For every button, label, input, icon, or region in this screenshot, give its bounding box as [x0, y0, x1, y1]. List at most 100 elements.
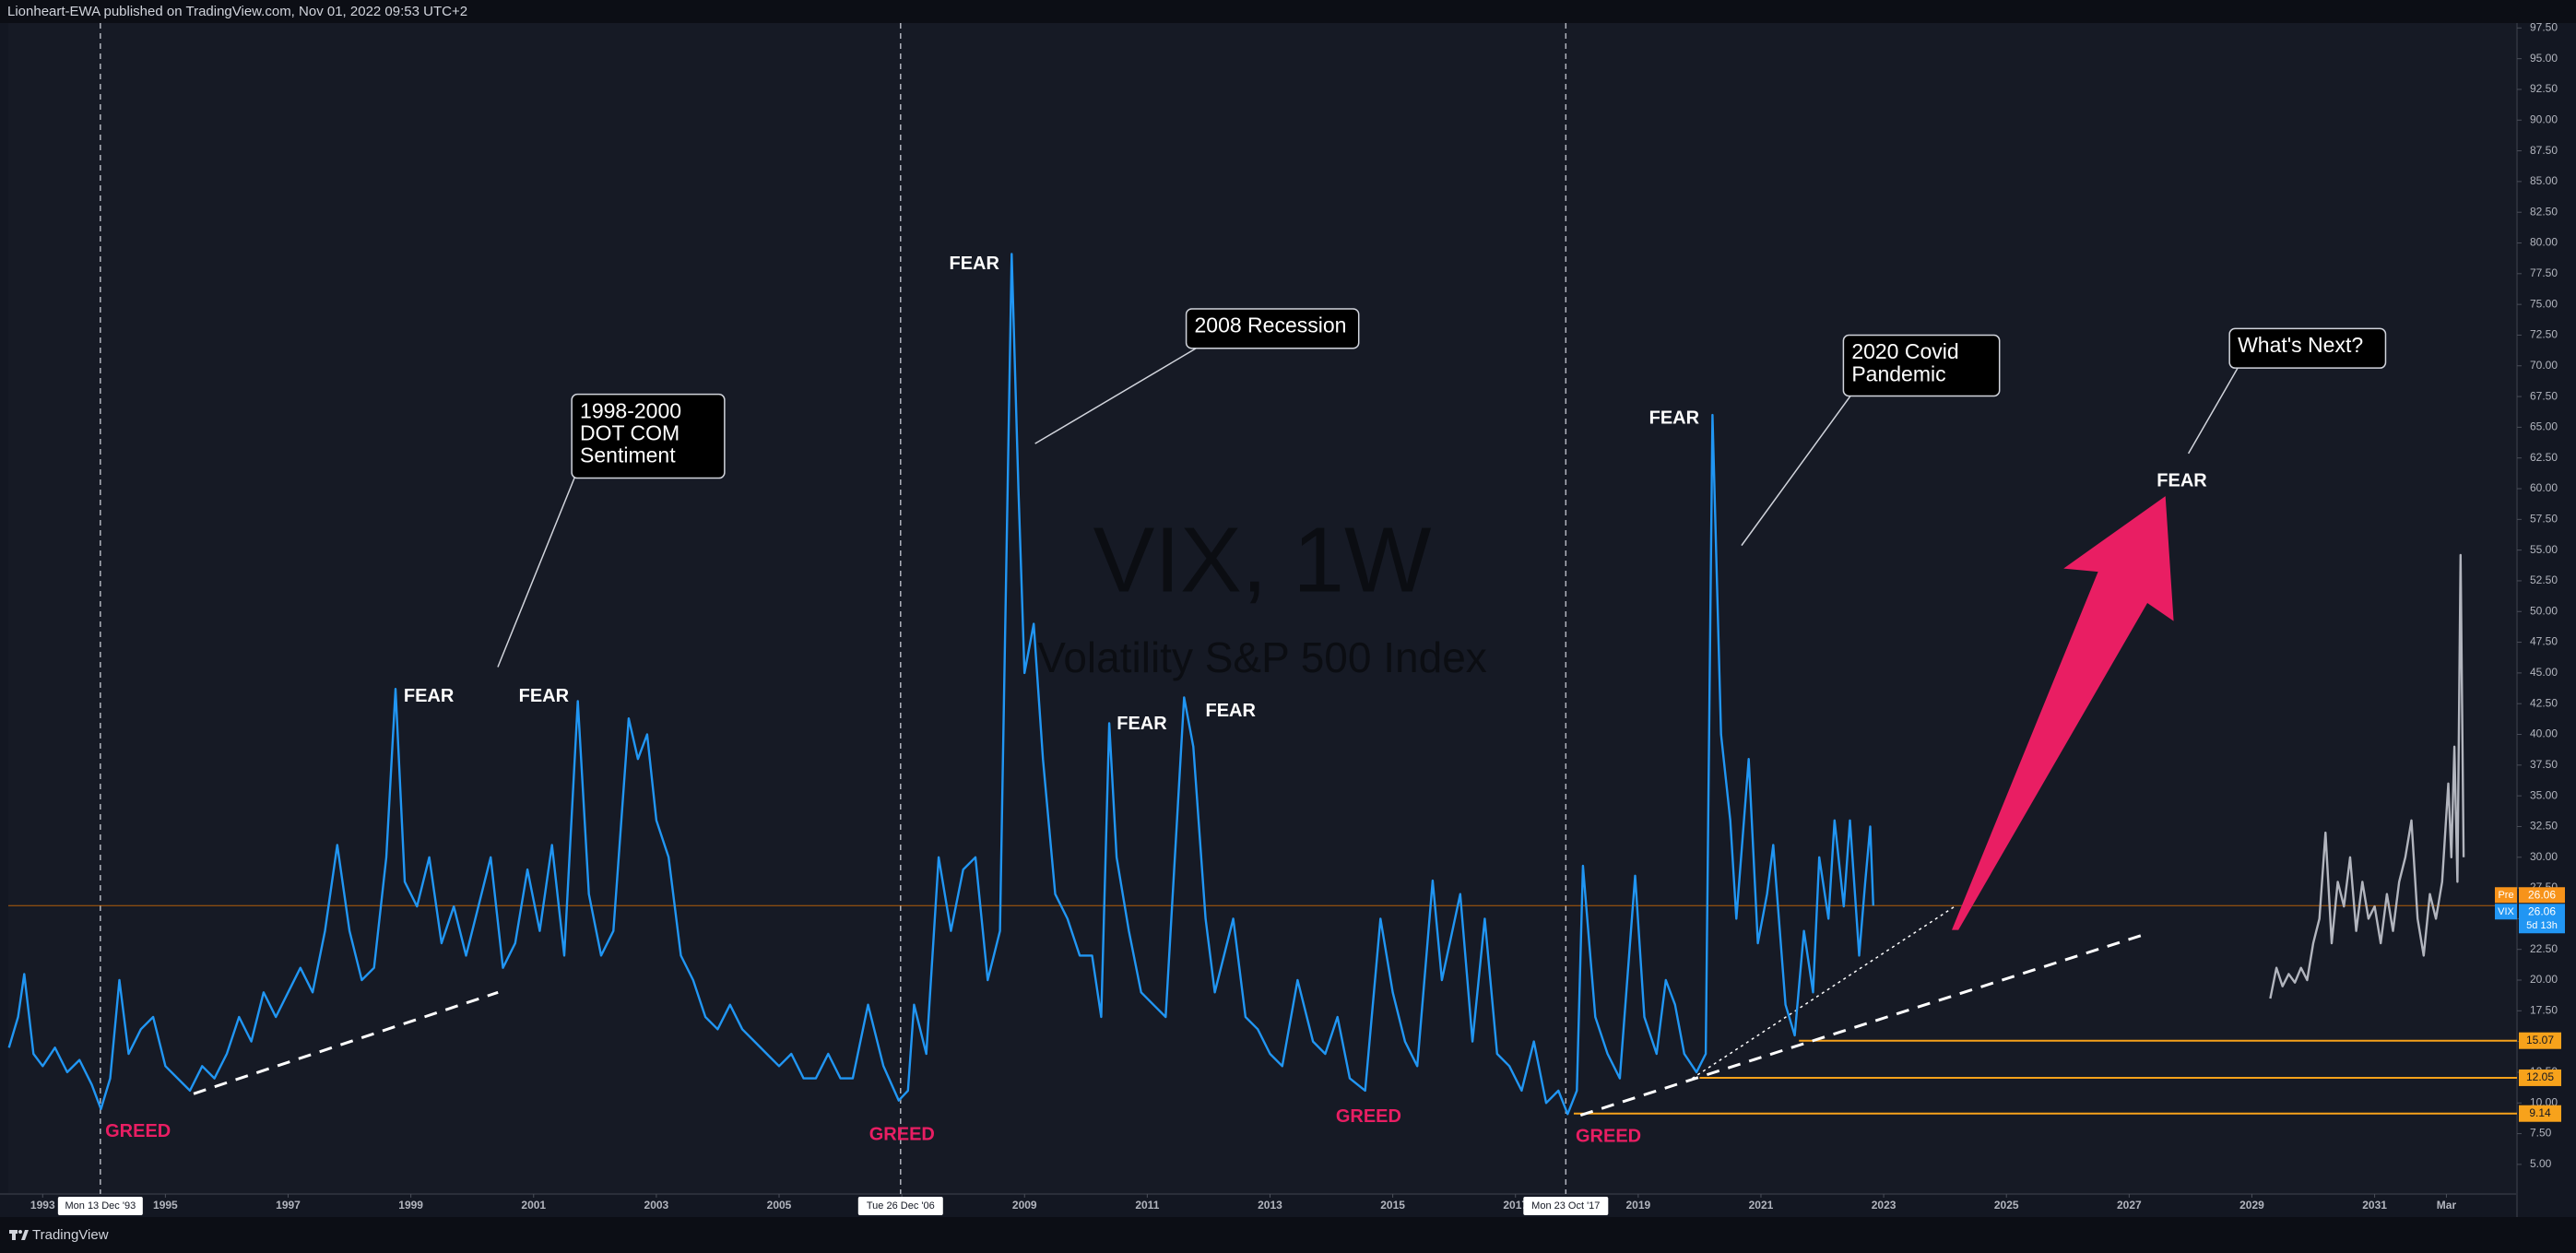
x-tick-label: 2021	[1749, 1199, 1774, 1212]
last-value-box	[2519, 904, 2565, 934]
labels-layer: Mon 13 Dec '93 Tue 26 Dec '06 Mon 23 Oct '…	[57, 254, 2565, 1215]
annotation: GREED	[1576, 1126, 1641, 1146]
callout-text: Sentiment	[580, 443, 676, 467]
annotation: FEAR	[2157, 470, 2207, 491]
header-bar	[0, 0, 2576, 23]
callout-text: 1998-2000	[580, 398, 681, 422]
y-tick-label: 65.00	[2530, 420, 2558, 433]
x-tick-label: 2015	[1380, 1199, 1405, 1212]
x-tick-label: 2011	[1135, 1199, 1159, 1212]
y-tick-label: 72.50	[2530, 328, 2558, 341]
last-tag: VIX	[2498, 906, 2514, 917]
callout-text: 2008 Recession	[1195, 313, 1347, 337]
y-tick-label: 95.00	[2530, 52, 2558, 65]
x-tick-label: 2013	[1258, 1199, 1282, 1212]
date-marker-label: Mon 13 Dec '93	[65, 1200, 136, 1212]
annotation: FEAR	[949, 254, 999, 274]
x-tick-label: 2009	[1012, 1199, 1037, 1212]
level-label-box	[2519, 1069, 2561, 1086]
x-tick-label: 2003	[644, 1199, 669, 1212]
y-tick-label: 50.00	[2530, 604, 2558, 617]
callout-box	[1842, 334, 2001, 397]
series-line	[7, 253, 1874, 1116]
pre-tag-box	[2495, 887, 2517, 904]
last-tag-box	[2495, 904, 2517, 920]
x-tick-label: 2025	[1994, 1199, 2019, 1212]
y-tick-label: 30.00	[2530, 850, 2558, 863]
y-tick-label: 35.00	[2530, 788, 2558, 801]
y-tick-label: 52.50	[2530, 573, 2558, 586]
x-tick-label: 2023	[1872, 1199, 1897, 1212]
level-label-box	[2519, 1032, 2561, 1049]
y-tick-label: 7.50	[2530, 1127, 2552, 1140]
x-tick-label: 2027	[2117, 1199, 2142, 1212]
annotation: FEAR	[404, 686, 455, 706]
annotation: GREED	[1336, 1106, 1401, 1127]
callout-text: Pandemic	[1851, 361, 1945, 385]
y-tick-label: 55.00	[2530, 543, 2558, 556]
level-label-box	[2519, 1105, 2561, 1122]
watermark-title: VIX, 1W	[1093, 508, 1432, 611]
annotation: GREED	[105, 1121, 171, 1141]
marks-layer: 5.007.5010.0012.5015.0017.5020.0022.5025…	[7, 21, 2558, 1212]
y-tick-label: 37.50	[2530, 758, 2558, 771]
arrow	[1952, 496, 2174, 930]
y-tick-label: 17.50	[2530, 1003, 2558, 1016]
trend-line	[193, 990, 499, 1095]
y-tick-label: 77.50	[2530, 266, 2558, 279]
x-tick-label: 1993	[30, 1199, 55, 1212]
annotation: GREED	[869, 1125, 935, 1145]
last-value: 26.06	[2528, 904, 2556, 917]
y-tick-label: 22.50	[2530, 942, 2558, 955]
y-tick-label: 87.50	[2530, 144, 2558, 157]
y-tick-label: 20.00	[2530, 973, 2558, 986]
callout-pointer	[1034, 348, 1197, 444]
y-tick-label: 97.50	[2530, 21, 2558, 34]
x-tick-label: 2019	[1625, 1199, 1650, 1212]
y-tick-label: 90.00	[2530, 112, 2558, 125]
date-marker-label: Tue 26 Dec '06	[867, 1200, 935, 1212]
callout-box	[1185, 308, 1360, 349]
level-label: 12.05	[2526, 1070, 2554, 1083]
y-tick-label: 60.00	[2530, 481, 2558, 494]
annotation: FEAR	[1117, 714, 1167, 734]
logo-part	[18, 1230, 22, 1234]
logo-part	[12, 1230, 16, 1240]
y-tick-label: 5.00	[2530, 1157, 2552, 1170]
level-label: 15.07	[2526, 1034, 2554, 1046]
series-line	[2269, 553, 2465, 999]
trend-line	[1692, 905, 1956, 1080]
y-tick-label: 70.00	[2530, 359, 2558, 372]
y-tick-label: 40.00	[2530, 727, 2558, 740]
callout-box	[2228, 327, 2387, 369]
date-marker-box	[857, 1197, 943, 1215]
callout-pointer	[1741, 394, 1852, 547]
trend-line	[1579, 933, 2145, 1117]
x-tick-label: 1999	[398, 1199, 423, 1212]
y-tick-label: 57.50	[2530, 512, 2558, 525]
countdown: 5d 13h	[2526, 920, 2558, 931]
header-text: Lionheart-EWA published on TradingView.c…	[7, 4, 467, 19]
y-tick-label: 62.50	[2530, 451, 2558, 464]
callout-text: DOT COM	[580, 420, 679, 444]
callout-pointer	[2187, 367, 2239, 455]
x-tick-label: 2031	[2362, 1199, 2387, 1212]
footer-text: TradingView	[32, 1227, 109, 1243]
callout-pointer	[497, 476, 576, 668]
footer-logo	[9, 1230, 29, 1240]
pre-tag: Pre	[2498, 890, 2513, 901]
y-tick-label: 42.50	[2530, 696, 2558, 709]
y-tick-label: 32.50	[2530, 820, 2558, 833]
date-marker-box	[1523, 1197, 1609, 1215]
x-tick-label: 2001	[521, 1199, 546, 1212]
x-tick-label: 2005	[767, 1199, 792, 1212]
x-tick-label: 1995	[153, 1199, 178, 1212]
footer-bar	[0, 1217, 2576, 1253]
callout-text: What's Next?	[2238, 333, 2363, 357]
callout-box	[571, 393, 726, 479]
y-tick-label: 47.50	[2530, 635, 2558, 648]
watermark-subtitle: Volatility S&P 500 Index	[1037, 633, 1487, 681]
y-tick-label: 92.50	[2530, 82, 2558, 95]
